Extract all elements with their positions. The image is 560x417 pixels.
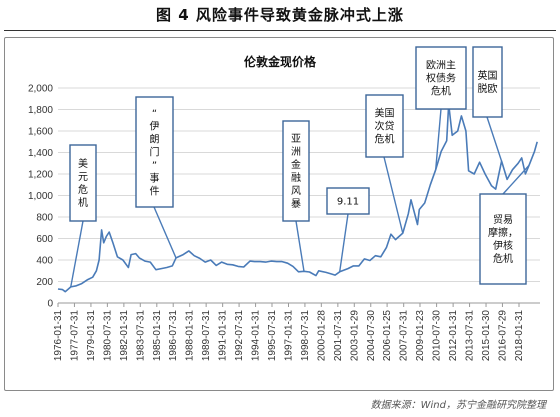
- callout-pointer: [153, 206, 177, 259]
- annotation-callout: 英国脱欧: [472, 46, 503, 162]
- y-tick-label: 800: [36, 213, 53, 224]
- x-tick-label: 1988-01-31: [185, 310, 196, 362]
- y-tick-label: 200: [36, 277, 53, 288]
- x-tick-label: 1985-01-31: [152, 310, 163, 362]
- x-tick-label: 2000-01-28: [316, 310, 327, 362]
- annotation-callout: 9.11: [326, 187, 370, 272]
- y-tick-labels: 0 200 400 600 800 1,000 1,200 1,400 1,600 1,800 2,…: [28, 84, 53, 310]
- callout-label: 美元危机: [78, 157, 88, 209]
- annotation-callout: 美元危机: [69, 144, 97, 288]
- callout-pointer: [295, 220, 305, 272]
- callout-label: 美国次贷危机: [375, 107, 395, 146]
- x-tick-label: 2004-07-30: [366, 310, 377, 362]
- x-tick-label: 1997-01-31: [284, 310, 295, 362]
- y-tick-label: 1,000: [28, 191, 53, 202]
- x-tick-label: 1982-01-31: [119, 310, 130, 362]
- x-tick-label: 2003-01-29: [349, 310, 360, 362]
- x-tick-label: 2015-01-30: [481, 310, 492, 362]
- x-tick-label: 1994-01-31: [251, 310, 262, 362]
- y-tick-label: 1,800: [28, 105, 53, 116]
- annotation-callout: 美国次贷危机: [365, 94, 404, 234]
- series-line: [57, 103, 538, 293]
- title-rule: [4, 30, 556, 31]
- x-tick-label: 1998-07-31: [300, 310, 311, 362]
- callout-box: [415, 46, 467, 110]
- x-tick-label: 1976-01-31: [53, 310, 64, 362]
- callout-label: 贸易摩擦，伊核危机: [488, 214, 518, 265]
- y-tick-label: 1,200: [28, 170, 53, 181]
- y-tick-label: 600: [36, 234, 53, 245]
- x-tick-label: 2016-07-29: [497, 310, 508, 362]
- x-tick-label: 1979-01-31: [86, 310, 97, 362]
- callout-box: [135, 96, 174, 208]
- figure-title: 图 4 风险事件导致黄金脉冲式上涨: [156, 6, 404, 24]
- callout-pointer: [338, 213, 349, 272]
- x-tick-label: 2006-01-25: [382, 310, 393, 362]
- series-layer: [57, 103, 538, 293]
- callout-pointer: [486, 116, 503, 162]
- x-tick-label: 2012-01-31: [448, 310, 459, 362]
- x-tick-label: 1991-01-31: [218, 310, 229, 362]
- callout-pointer: [502, 164, 530, 195]
- x-tick-label: 2001-07-31: [333, 310, 344, 362]
- x-tick-label: 1989-07-31: [201, 310, 212, 362]
- x-tick-label: 1995-07-31: [267, 310, 278, 362]
- x-tick-label: 2018-01-31: [514, 310, 525, 362]
- x-tick-label: 1980-07-31: [102, 310, 113, 362]
- x-tick-labels: 1976-01-31 1977-07-31 1979-01-31 1980-07-31…: [53, 310, 525, 362]
- chart-frame: [4, 37, 554, 391]
- axes: [57, 302, 540, 307]
- callout-pointer: [383, 156, 404, 234]
- annotation-callout: 亚洲金融风暴: [282, 120, 310, 272]
- annotation-callout: 贸易摩擦，伊核危机: [479, 164, 530, 285]
- callout-label: 9.11: [337, 197, 359, 208]
- data-source-note: 数据来源：Wind，苏宁金融研究院整理: [370, 400, 546, 411]
- y-tick-label: 1,400: [28, 148, 53, 159]
- callout-box: [69, 144, 97, 222]
- callout-label: 英国脱欧: [478, 69, 498, 95]
- x-tick-label: 1992-07-31: [234, 310, 245, 362]
- callout-box: [365, 94, 404, 158]
- callout-box: [326, 187, 370, 215]
- annotations-layer: 美元危机 “伊朗门”事件 亚洲金融风暴 9.11 美国次贷危机 欧洲主权债务危机 英国脱欧贸…: [69, 46, 530, 288]
- y-tick-label: 0: [47, 299, 53, 310]
- annotation-callout: 欧洲主权债务危机: [415, 46, 467, 170]
- callout-label: 欧洲主权债务危机: [426, 60, 456, 98]
- annotation-callout: “伊朗门”事件: [135, 96, 177, 259]
- x-tick-label: 1986-07-31: [168, 310, 179, 362]
- callout-pointer: [70, 220, 84, 288]
- x-tick-label: 1983-07-31: [135, 310, 146, 362]
- callout-label: 亚洲金融风暴: [291, 134, 301, 210]
- x-tick-label: 2009-01-23: [415, 310, 426, 362]
- x-tick-label: 2013-07-31: [465, 310, 476, 362]
- y-tick-label: 1,600: [28, 127, 53, 138]
- callout-pointer: [434, 108, 442, 170]
- callout-box: [472, 46, 503, 118]
- x-tick-label: 2010-07-30: [432, 310, 443, 362]
- x-tick-label: 1977-07-31: [69, 310, 80, 362]
- y-tick-label: 400: [36, 256, 53, 267]
- callout-box: [479, 193, 527, 285]
- callout-label: “伊朗门”事件: [150, 109, 160, 198]
- chart-title: 伦敦金现价格: [244, 54, 317, 69]
- y-tick-label: 2,000: [28, 84, 53, 95]
- x-tick-label: 2007-07-31: [399, 310, 410, 362]
- callout-box: [282, 120, 310, 222]
